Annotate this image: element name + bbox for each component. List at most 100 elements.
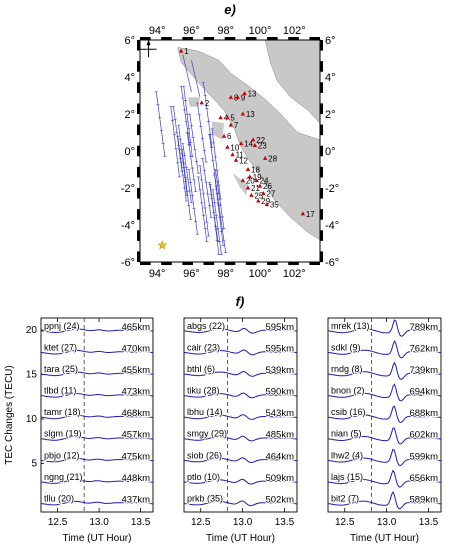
sumatra-landmass (177, 47, 321, 241)
station-label: pbjo (12) (44, 450, 80, 460)
ipp-track (183, 86, 193, 157)
map-border-segment (320, 230, 323, 241)
ipp-track (202, 158, 212, 218)
gps-station-label: 6 (227, 132, 232, 141)
tec-trace (327, 490, 442, 510)
map-lat-label-left: 6° (124, 35, 135, 47)
station-label: tiku (28) (187, 386, 220, 396)
station-label: bnon (2) (331, 386, 365, 396)
station-label: tllu (20) (44, 493, 74, 503)
gps-station-marker (257, 183, 263, 188)
tec-trace (40, 350, 154, 355)
tec-panel: 12.5 13.0 13.5 Time (UT Hour) 5 10 15 20 ppnj (2… (26, 317, 154, 544)
map-border-segment (320, 82, 323, 93)
gps-station-label: 7 (234, 121, 239, 130)
tec-trace (183, 392, 298, 399)
ipp-track (197, 102, 207, 163)
distance-label: 656km (409, 473, 438, 484)
station-label: tara (25) (44, 364, 78, 374)
tec-trace (40, 414, 154, 420)
gps-station-marker (247, 174, 252, 179)
tec-trace (327, 427, 442, 445)
tec-trace (183, 435, 298, 442)
distance-label: 589km (409, 494, 438, 505)
ipp-track (182, 143, 192, 203)
gps-station-marker (199, 100, 204, 105)
map-border-segment (137, 166, 140, 178)
tec-x-axis-label: Time (UT Hour) (63, 533, 132, 544)
tec-trace (183, 370, 298, 377)
gps-station-marker (230, 152, 235, 157)
tec-title: f) (236, 294, 245, 309)
tec-trace (327, 448, 442, 467)
distance-label: 590km (265, 387, 294, 398)
distance-label: 437km (121, 494, 150, 505)
distance-label: 465km (121, 322, 150, 333)
tec-trace (40, 328, 154, 333)
station-label: bthl (6) (187, 364, 215, 374)
map-lat-label-left: 0° (124, 146, 135, 158)
map-lat-label-left: 4° (124, 72, 135, 84)
distance-label: 595km (265, 343, 294, 354)
tec-panel-frame (40, 317, 154, 513)
map-lat-label-left: 2° (124, 109, 135, 121)
distance-label: 739km (409, 365, 438, 376)
distance-label: 470km (121, 343, 150, 354)
x-tick-label: 13.5 (275, 517, 295, 528)
simeulue-island (188, 97, 200, 107)
map-border-segment (137, 251, 140, 262)
station-label: ptlo (10) (187, 472, 220, 482)
tec-trace (327, 361, 442, 380)
map-border-segment (267, 262, 278, 265)
ipp-track (177, 136, 187, 201)
gps-station-marker (245, 185, 251, 190)
x-tick-label: 12.5 (48, 517, 68, 528)
map-border-segment (309, 37, 320, 40)
tec-trace (327, 340, 442, 359)
map-border-segment (161, 37, 172, 40)
tec-trace (327, 319, 442, 337)
tec-x-axis-label: Time (UT Hour) (206, 533, 275, 544)
station-label: tamr (18) (44, 407, 81, 417)
map-lat-label-right: 2° (325, 109, 336, 121)
tec-trace (40, 393, 154, 398)
x-tick-label: 13.5 (131, 517, 151, 528)
gps-station-label: 21 (251, 184, 260, 193)
distance-label: 473km (121, 387, 150, 398)
tec-panel-frame (183, 317, 298, 513)
station-label: sdkl (9) (331, 342, 361, 352)
gps-station-marker (240, 178, 246, 183)
map-border-segment (182, 37, 193, 40)
map-border-segment (320, 61, 323, 72)
gps-station-label: 24 (260, 177, 269, 186)
ipp-track (203, 82, 213, 148)
map-border-segment (137, 209, 140, 220)
gps-station-label: 28 (268, 154, 277, 163)
tec-trace (183, 414, 298, 420)
map-lon-label-top: 96° (183, 25, 200, 37)
map-lon-label-bottom: 98° (217, 268, 234, 280)
ipp-track (178, 125, 188, 196)
x-tick-label: 13.0 (377, 517, 397, 528)
gps-station-marker (252, 142, 258, 147)
tec-trace (183, 349, 298, 356)
map-border-segment (137, 61, 140, 72)
map-panel: e)94°94°96°96°98°98°100°100°102°102°6° 6°… (121, 2, 339, 280)
map-border-segment (203, 37, 215, 40)
map-lon-label-bottom: 100° (249, 268, 272, 280)
gps-station-label: 5 (230, 114, 235, 123)
station-label: cair (23) (187, 342, 220, 352)
station-label: rndg (8) (331, 364, 363, 374)
map-border-segment (288, 37, 299, 40)
gps-station-label: 13 (248, 90, 257, 99)
gps-station-label: 18 (251, 166, 260, 175)
map-lon-label-bottom: 102° (283, 268, 306, 280)
map-border-segment (309, 262, 320, 265)
gps-station-label: 17 (306, 210, 315, 219)
y-tick-label: 20 (26, 325, 38, 336)
map-border-segment (140, 262, 151, 265)
gps-station-label: 23 (258, 141, 267, 150)
tec-trace (327, 383, 442, 402)
